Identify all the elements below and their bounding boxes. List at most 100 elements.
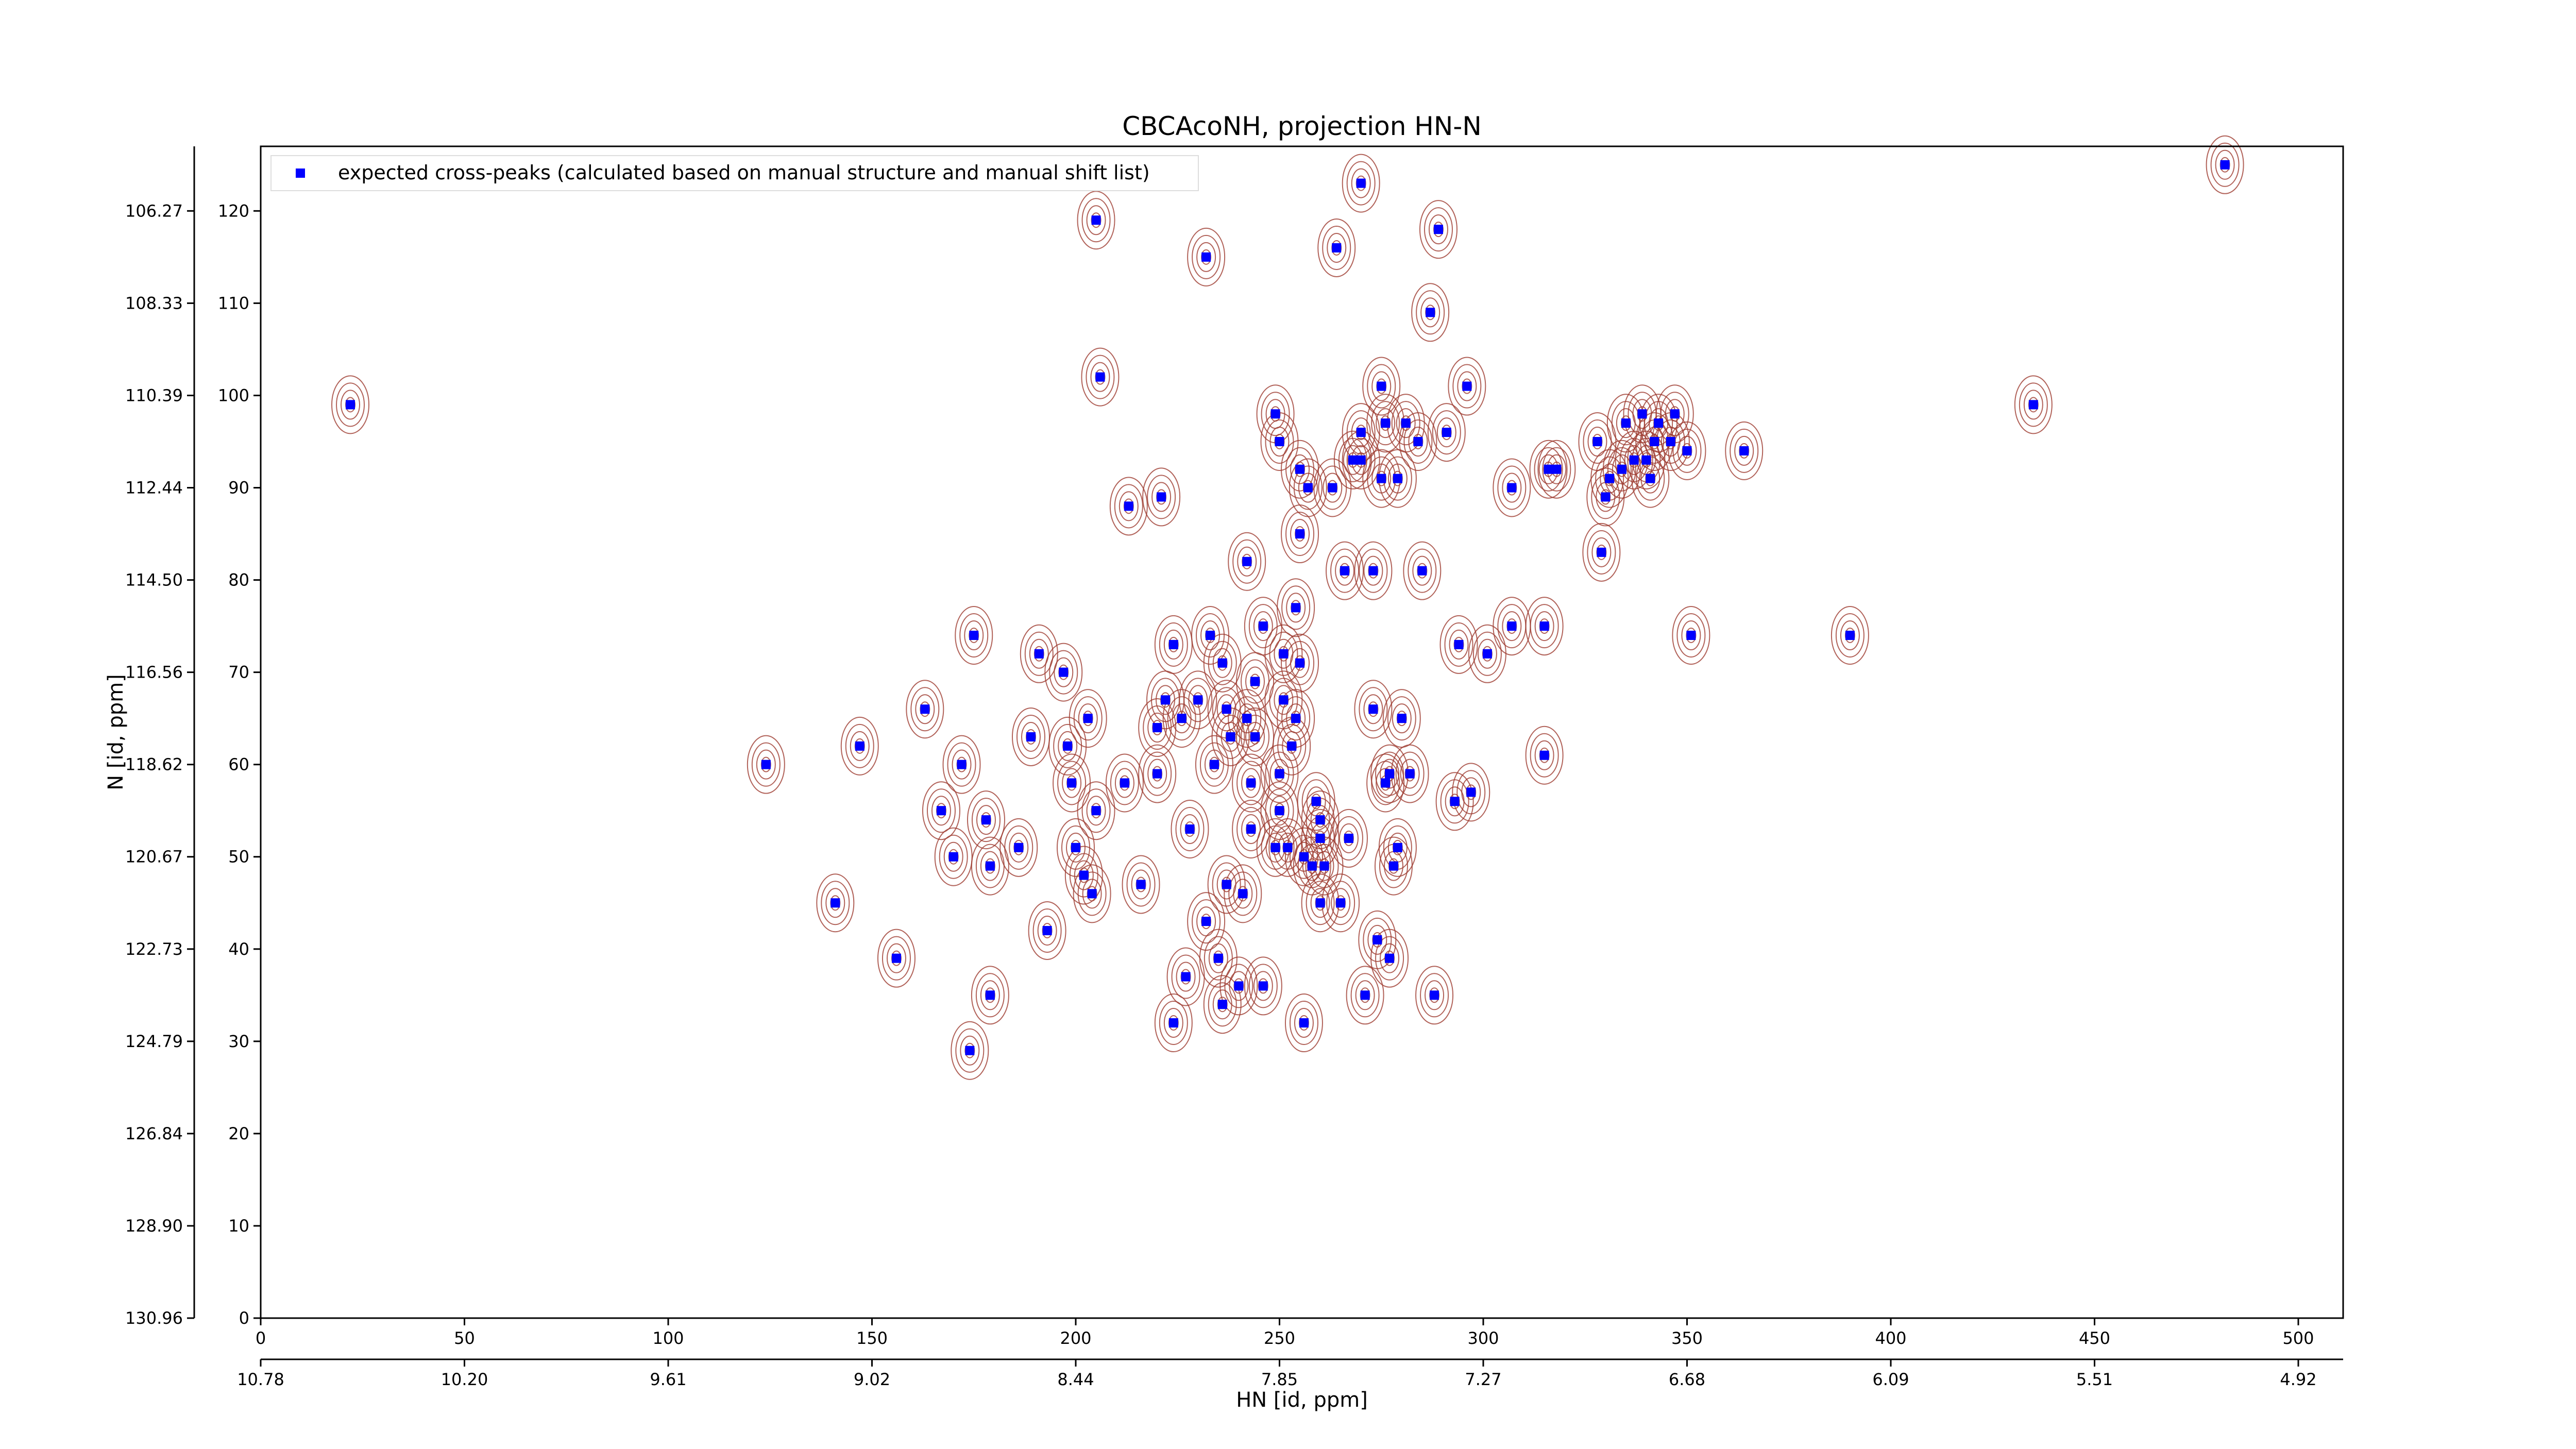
cross-peak-marker	[1242, 557, 1252, 566]
contour-ring	[1607, 447, 1636, 492]
y-tick-label: 30	[228, 1032, 249, 1051]
contour-ring	[1028, 901, 1066, 960]
cross-peak-marker	[1217, 1000, 1227, 1009]
x2-tick-label: 9.61	[650, 1370, 686, 1389]
contour-ring	[1449, 629, 1469, 660]
cross-peak-marker	[1059, 667, 1069, 677]
contour-ring	[906, 680, 944, 739]
contour-ring	[1233, 879, 1253, 909]
cross-peak-marker	[1332, 243, 1342, 252]
contour-ring	[1232, 753, 1270, 813]
cross-peak-marker	[1120, 778, 1129, 788]
contour-ring	[1057, 761, 1087, 805]
cross-peak-marker	[1279, 649, 1289, 659]
cross-peak-marker	[1466, 787, 1476, 797]
contour-ring	[1435, 772, 1474, 831]
cross-peak-marker	[957, 760, 967, 769]
contour-ring	[1244, 956, 1282, 1016]
x2-tick-label: 10.20	[441, 1370, 488, 1389]
contour-ring	[1236, 761, 1266, 805]
cross-peak-marker	[1454, 639, 1464, 649]
contour-ring	[1077, 781, 1115, 840]
cross-peak-marker	[1299, 1018, 1309, 1028]
contour-ring	[1138, 698, 1177, 757]
contour-ring	[939, 834, 968, 879]
contour-ring	[877, 929, 916, 988]
contour-ring	[840, 716, 879, 776]
contour-ring	[1502, 473, 1522, 503]
cross-peak-marker	[1670, 409, 1680, 419]
contour-ring	[751, 742, 781, 787]
contour-ring	[1203, 975, 1242, 1034]
cross-peak-marker	[1845, 630, 1855, 640]
x2-tick-label: 10.78	[237, 1370, 284, 1389]
contour-ring	[1529, 440, 1568, 499]
cross-peak-marker	[1071, 843, 1080, 852]
contour-ring	[1269, 796, 1290, 826]
cross-peak-marker	[1287, 741, 1297, 751]
cross-peak-marker	[1381, 778, 1391, 788]
contour-ring	[1285, 641, 1315, 685]
contour-ring	[1477, 638, 1497, 669]
cross-peak-marker	[1646, 474, 1655, 483]
contour-ring	[1375, 751, 1404, 796]
contour-ring	[959, 613, 989, 658]
cross-peak-marker	[1507, 621, 1517, 631]
cross-peak-marker	[1605, 474, 1615, 483]
cross-peak-marker	[1377, 381, 1386, 391]
cross-peak-marker	[1213, 953, 1223, 963]
contour-ring	[1264, 624, 1303, 683]
contour-ring	[1058, 731, 1078, 761]
cross-peak-marker	[1275, 769, 1284, 779]
contour-ring	[1363, 917, 1392, 962]
contour-ring	[1317, 218, 1356, 277]
contour-ring	[1444, 622, 1473, 667]
x-tick-label: 150	[856, 1328, 888, 1348]
cross-peak-marker	[1209, 760, 1219, 769]
contour-ring	[1290, 454, 1310, 484]
contour-ring	[1086, 355, 1115, 399]
cross-peak-marker	[1372, 935, 1382, 945]
contour-ring	[1730, 428, 1759, 473]
contour-ring	[1147, 713, 1167, 743]
contour-ring	[1159, 1001, 1188, 1046]
contour-ring	[2206, 135, 2244, 194]
cross-peak-marker	[1539, 621, 1549, 631]
contour-ring	[1380, 943, 1400, 973]
cross-peak-marker	[1242, 714, 1252, 723]
contour-ring	[1180, 814, 1200, 845]
cross-peak-marker	[1650, 436, 1659, 446]
contour-ring	[1376, 408, 1396, 439]
cross-peak-marker	[1295, 529, 1305, 539]
cross-peak-marker	[1336, 898, 1346, 908]
contour-ring	[1253, 611, 1273, 642]
cross-peak-marker	[1397, 714, 1406, 723]
contour-ring	[1371, 371, 1392, 401]
contour-ring	[1525, 726, 1564, 785]
contour-ring	[1338, 823, 1359, 853]
contour-ring	[1081, 788, 1111, 833]
cross-peak-marker	[1201, 252, 1211, 262]
contour-ring	[1256, 818, 1295, 877]
contour-ring	[1268, 818, 1307, 877]
contour-ring	[1493, 458, 1531, 517]
cross-peak-marker	[1222, 880, 1231, 889]
contour-ring	[1208, 982, 1237, 1027]
contour-ring	[882, 936, 911, 981]
y2-tick-label: 114.50	[125, 570, 183, 590]
cross-peak-marker	[1617, 464, 1626, 474]
contour-ring	[1281, 696, 1311, 741]
contour-ring	[1534, 740, 1554, 770]
cross-peak-marker	[831, 898, 840, 908]
cross-peak-marker	[1153, 723, 1162, 733]
contour-ring	[931, 796, 951, 826]
contour-ring	[1159, 622, 1188, 667]
contour-ring	[1265, 788, 1294, 833]
contour-ring	[922, 781, 960, 840]
contour-ring	[1363, 694, 1383, 724]
cross-peak-marker	[1014, 843, 1024, 852]
contour-ring	[1054, 657, 1074, 687]
contour-ring	[1403, 419, 1433, 464]
contour-ring	[1591, 537, 1612, 567]
